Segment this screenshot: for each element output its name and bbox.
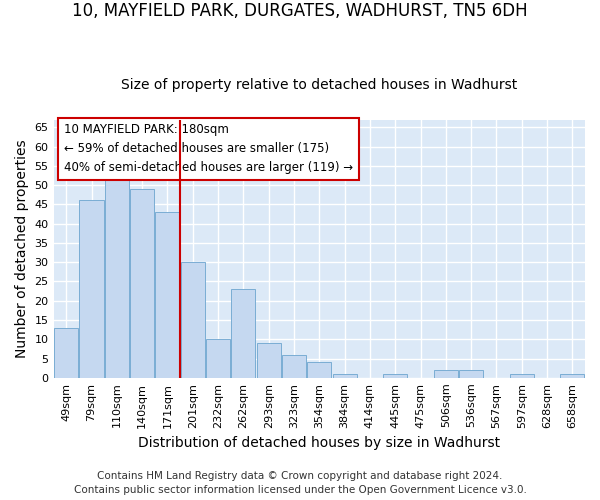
Bar — [560, 374, 584, 378]
Title: Size of property relative to detached houses in Wadhurst: Size of property relative to detached ho… — [121, 78, 517, 92]
X-axis label: Distribution of detached houses by size in Wadhurst: Distribution of detached houses by size … — [138, 436, 500, 450]
Bar — [383, 374, 407, 378]
Bar — [459, 370, 483, 378]
Bar — [54, 328, 78, 378]
Bar — [307, 362, 331, 378]
Text: 10, MAYFIELD PARK, DURGATES, WADHURST, TN5 6DH: 10, MAYFIELD PARK, DURGATES, WADHURST, T… — [72, 2, 528, 21]
Bar — [130, 189, 154, 378]
Bar — [181, 262, 205, 378]
Y-axis label: Number of detached properties: Number of detached properties — [15, 140, 29, 358]
Bar — [510, 374, 534, 378]
Bar — [206, 340, 230, 378]
Bar — [105, 170, 129, 378]
Text: Contains HM Land Registry data © Crown copyright and database right 2024.
Contai: Contains HM Land Registry data © Crown c… — [74, 471, 526, 495]
Bar — [257, 343, 281, 378]
Bar — [232, 289, 256, 378]
Text: 10 MAYFIELD PARK: 180sqm
← 59% of detached houses are smaller (175)
40% of semi-: 10 MAYFIELD PARK: 180sqm ← 59% of detach… — [64, 124, 353, 174]
Bar — [332, 374, 356, 378]
Bar — [155, 212, 179, 378]
Bar — [282, 354, 306, 378]
Bar — [79, 200, 104, 378]
Bar — [434, 370, 458, 378]
